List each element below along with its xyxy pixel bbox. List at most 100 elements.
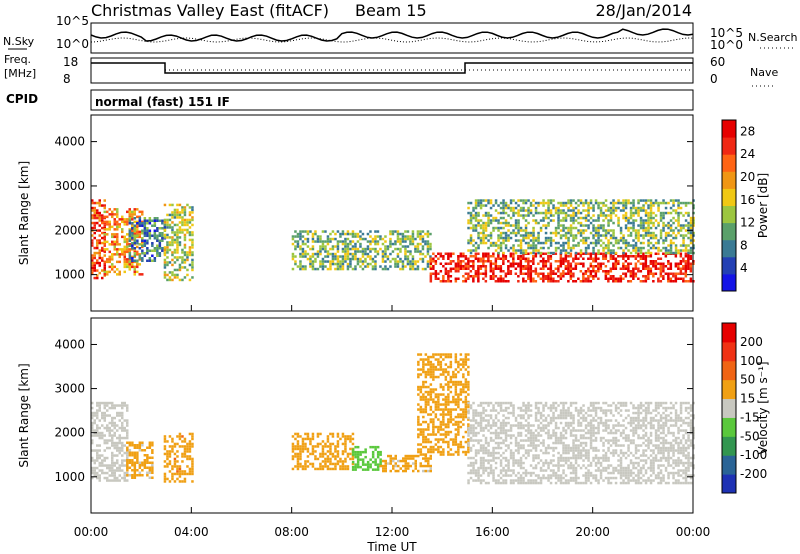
data-cell [439, 445, 443, 449]
data-cell [482, 459, 485, 462]
data-cell [108, 258, 111, 261]
data-cell [512, 246, 515, 250]
data-cell [138, 210, 141, 214]
data-cell [569, 219, 573, 222]
data-cell [509, 436, 513, 440]
data-cell [522, 277, 525, 280]
data-cell [472, 265, 475, 268]
data-cell [519, 265, 523, 268]
data-cell [457, 430, 460, 434]
data-cell [118, 464, 121, 467]
data-cell [374, 468, 377, 471]
data-cell [126, 436, 129, 440]
data-cell [639, 241, 643, 245]
data-cell [522, 416, 525, 420]
data-cell [329, 252, 332, 256]
data-cell [93, 224, 96, 227]
data-cell [331, 435, 335, 438]
data-cell [291, 445, 295, 448]
data-cell [158, 227, 162, 230]
data-cell [316, 255, 320, 258]
data-cell [414, 464, 417, 468]
data-cell [101, 246, 104, 250]
data-cell [424, 373, 428, 376]
data-cell [477, 476, 480, 480]
data-cell [534, 209, 538, 212]
data-cell [429, 255, 432, 258]
data-cell [439, 385, 443, 389]
data-cell [549, 476, 553, 480]
data-cell [111, 215, 114, 219]
data-cell [336, 230, 340, 233]
data-cell [389, 242, 392, 246]
data-cell [554, 481, 558, 485]
data-cell [397, 469, 400, 473]
data-cell [682, 249, 685, 252]
data-cell [452, 370, 455, 374]
data-cell [634, 209, 638, 212]
data-cell [557, 464, 560, 467]
data-cell [477, 252, 480, 255]
data-cell [366, 255, 370, 258]
data-cell [487, 424, 490, 427]
data-cell [557, 224, 560, 227]
data-cell [477, 466, 480, 470]
data-cell [644, 257, 648, 260]
data-cell [524, 481, 528, 485]
data-cell [519, 244, 523, 247]
data-cell [429, 395, 433, 399]
data-cell [609, 201, 613, 205]
data-cell [442, 408, 445, 411]
data-cell [549, 241, 553, 245]
data-cell [519, 414, 523, 417]
data-cell [609, 236, 613, 240]
data-cell [103, 269, 106, 272]
data-cell [597, 201, 600, 205]
data-cell [489, 241, 493, 245]
data-cell [166, 251, 169, 254]
data-cell [527, 265, 530, 268]
data-cell [91, 449, 94, 452]
data-cell [91, 199, 94, 202]
data-cell [564, 211, 568, 215]
data-cell [514, 251, 518, 255]
data-cell [634, 206, 638, 210]
data-cell [93, 474, 96, 477]
data-cell [464, 383, 468, 386]
data-cell [527, 471, 530, 475]
data-cell [652, 275, 655, 278]
data-cell [474, 449, 478, 452]
data-cell [331, 452, 335, 456]
data-cell [592, 226, 595, 230]
data-cell [324, 265, 327, 268]
data-cell [296, 240, 300, 243]
data-cell [178, 216, 182, 219]
data-cell [384, 252, 387, 256]
data-cell [176, 211, 179, 214]
data-cell [499, 446, 503, 450]
data-cell [171, 251, 174, 254]
data-cell [504, 431, 508, 435]
data-cell [462, 383, 465, 386]
data-cell [469, 236, 473, 240]
data-cell [647, 272, 650, 275]
data-cell [477, 267, 480, 270]
data-cell [404, 252, 407, 256]
data-cell [472, 409, 475, 412]
data-cell [609, 206, 613, 210]
data-cell [659, 231, 663, 235]
data-cell [687, 251, 690, 255]
data-cell [364, 448, 367, 451]
data-cell [647, 226, 650, 230]
data-cell [639, 251, 643, 255]
data-cell [634, 275, 638, 278]
data-cell [399, 247, 402, 251]
data-cell [351, 468, 355, 471]
data-cell [532, 431, 535, 435]
data-cell [622, 201, 625, 205]
data-cell [136, 446, 139, 449]
data-cell [489, 277, 493, 280]
data-cell [321, 445, 325, 448]
data-cell [512, 481, 515, 485]
data-cell [183, 470, 187, 473]
